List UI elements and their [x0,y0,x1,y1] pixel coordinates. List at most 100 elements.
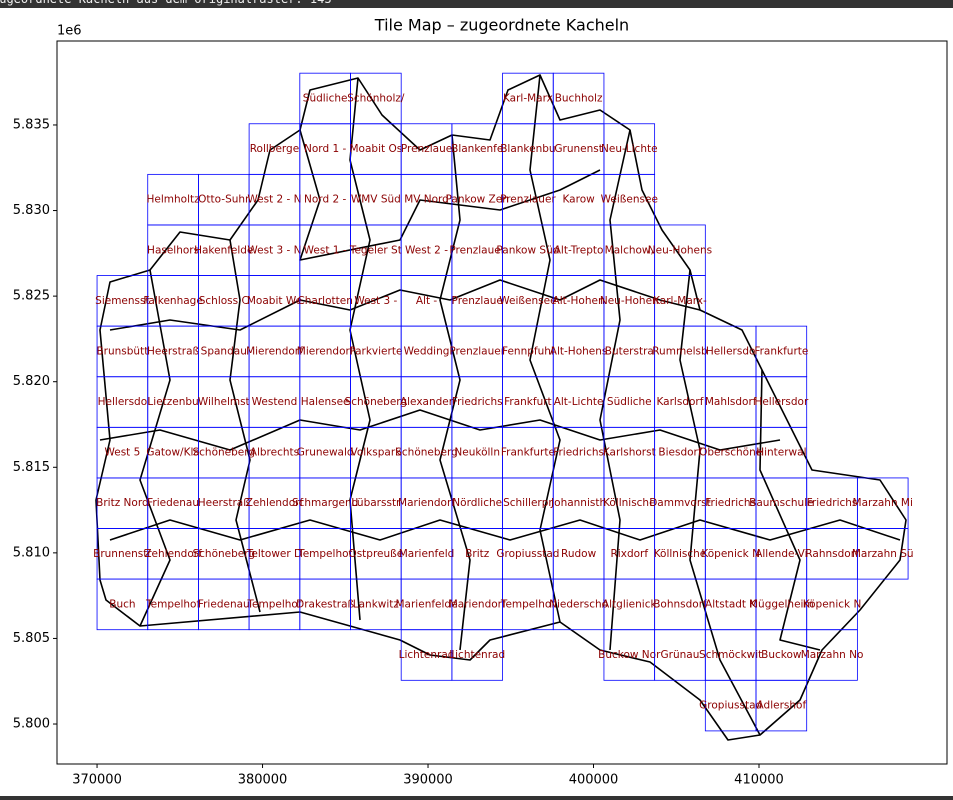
tile-label: Haselhors [147,244,199,256]
tile-label: Hinterwal [756,447,806,459]
tile-label: Lübarsstr [351,497,401,509]
tile-label: Karl-Marx [503,92,553,104]
tile-label: Rudow [561,548,597,560]
axes-frame [56,40,948,765]
tile-label: Rummelsb [652,345,708,357]
tile-label: Albrechts [250,447,299,459]
tile [755,679,808,732]
tile-label: Altstadt K [705,598,757,610]
tile-label: Prenzlaue [452,295,503,307]
tile-label: Tempelhof [246,598,301,610]
status-text: zugeordnete Kacheln aus dem Originalrast… [0,0,332,6]
y-tick-label: 5.805 [13,631,50,646]
tile-label: Friedrichs [705,497,756,509]
tile-label: Gatow/Kla [146,447,199,459]
tile-label: Zehlendorf [246,497,304,509]
tile-label: Grunewald [297,447,354,459]
tile-label: Neu-Hohen [600,295,659,307]
tile-label: Schöneberg [192,447,255,459]
tile-label: Halensee [301,396,350,408]
tile-label: Schillerpr [503,497,553,509]
tile-label: Nördliche [452,497,502,509]
tile-label: Brunnenstr [93,548,152,560]
tile-label: Frankfurt [504,396,552,408]
tile-label: Weißensee [499,295,556,307]
tiles: Südliche Schönholz/Karl-Marx BuchholzRollb… [93,72,914,732]
tile-label: Köpenick N [701,548,760,560]
tile-label: Altglienick [602,598,658,610]
tile-label: Buchholz [555,92,603,104]
tile-label: Tempelhof [500,598,555,610]
tile-label: Britz [465,548,490,560]
chart-title: Tile Map – zugeordnete Kacheln [374,16,629,35]
x-tick-label: 380000 [238,773,288,788]
tile-label: Niederschö [549,598,608,610]
tile-label: Buch [109,598,135,610]
tile-label: Allende-Vi [755,548,807,560]
tile-label: Alexander [400,396,454,408]
tile-label: Neu-Hohens [648,244,712,256]
tile-label: Schmargend [292,497,358,509]
tile-label: Alt-Lichte [554,396,604,408]
y-tick-label: 5.820 [13,374,50,389]
tile-label: Johannisth [550,497,606,509]
tile-label: Moabit Os [349,143,402,155]
tile-label: Karlshorst [603,447,656,459]
tile-label: West 1 - [304,244,347,256]
y-tick-label: 5.800 [13,717,50,732]
district-boundaries [95,74,907,741]
tile-label: Heerstraß [198,497,250,509]
y-tick-label: 5.810 [13,545,50,560]
tile-label: Tempelhof [297,548,352,560]
tile-label: Prenzlaue [401,143,452,155]
district-line [599,129,631,651]
tile-label: Schöneberg [395,447,458,459]
tile [806,629,858,681]
tile-label: Alt-Hohens [550,345,608,357]
tile-label: Schöneberg [192,548,255,560]
tile-label: Friedrichs [452,396,503,408]
tile-label: Dammvorst [649,497,711,509]
tile-label: Hellersdo [98,396,148,408]
tile-label: Prenzlauer [449,244,505,256]
status-bar [0,0,953,8]
tile-label: Prenzlauer [449,345,505,357]
tile [451,629,503,681]
tile-label: Marzahn Mi [853,497,913,509]
x-tick-label: 410000 [734,773,784,788]
tile-label: West 3 - N [247,244,301,256]
tile-label: West 3 - [354,295,397,307]
tile-label: Mahlsdorf [705,396,757,408]
tile-label: Gropiusstad [496,548,559,560]
tile-label: WMV Süd [351,194,401,206]
tile-label: Lichtenrad [449,649,505,661]
tile-label: Tempelhof [145,598,200,610]
tile-label: Grunenst [554,143,602,155]
tile-label: Biesdorf [658,447,701,459]
tile-label: Baumschule [749,497,813,509]
tile-label: Hakenfelde [194,244,253,256]
tile-label: Friedenau [147,497,199,509]
district-line [679,269,761,736]
tile-label: Buckow [761,649,802,661]
y-tick-label: 5.815 [13,460,50,475]
tile-label: Spandau [201,345,247,357]
bottom-bar [0,796,953,800]
tile-label: West 2 - N [247,194,301,206]
tile-label: Buckow Nor [598,649,661,661]
tile-label: Köllnische [654,548,707,560]
district-line [439,134,471,651]
tile-label: Mariendorf [449,598,506,610]
district-line [299,129,601,261]
tile-label: Südliche [303,92,348,104]
tile-label: Alt-Hohen [553,295,605,307]
tile-label: Karow [562,194,595,206]
tile-label: Parkvierte [349,345,402,357]
y-offset-label: 1e6 [57,24,82,39]
tile-label: Hellersdor [754,396,809,408]
tile-label: Blankenbu [500,143,555,155]
tile-label: Bohnsdorf [653,598,707,610]
tile-label: Neukölln [454,447,500,459]
tile-label: West 5 [104,447,140,459]
